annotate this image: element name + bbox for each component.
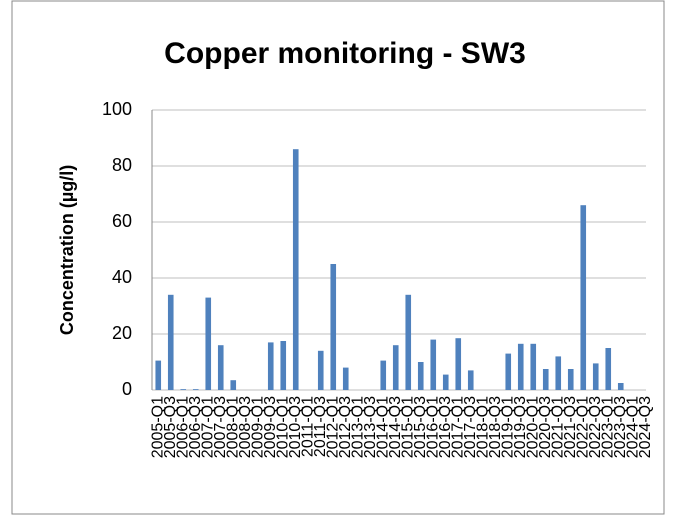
x-tick-label: 2013-Q3 (362, 396, 379, 458)
x-tick-label: 2006-Q3 (187, 396, 204, 458)
bar (317, 350, 324, 390)
y-tick-label: 100 (102, 99, 132, 119)
bar (417, 362, 424, 390)
y-tick-label: 0 (122, 379, 132, 399)
x-tick-label: 2020-Q3 (537, 396, 554, 458)
bar (617, 383, 624, 390)
x-tick-label: 2015-Q1 (399, 396, 416, 458)
bar (405, 294, 412, 390)
x-tick-label: 2018-Q1 (474, 396, 491, 458)
x-tick-label: 2017-Q1 (449, 396, 466, 458)
bar (230, 380, 237, 390)
x-tick-label: 2010-Q1 (274, 396, 291, 458)
x-tick-label: 2005-Q3 (162, 396, 179, 458)
x-tick-label: 2017-Q3 (462, 396, 479, 458)
x-tick-label: 2007-Q1 (199, 396, 216, 458)
bar (217, 345, 224, 390)
bar (505, 353, 512, 390)
bar (542, 369, 549, 390)
x-tick-label: 2023-Q3 (612, 396, 629, 458)
bar (167, 294, 174, 390)
chart-title: Copper monitoring - SW3 (164, 37, 526, 70)
x-tick-label: 2009-Q3 (262, 396, 279, 458)
x-tick-label: 2012-Q3 (337, 396, 354, 458)
x-tick-label: 2013-Q1 (349, 396, 366, 458)
x-tick-label: 2016-Q3 (437, 396, 454, 458)
x-tick-label: 2010-Q3 (287, 396, 304, 458)
x-tick-label: 2022-Q3 (587, 396, 604, 458)
bar (155, 360, 162, 390)
x-tick-label: 2023-Q1 (599, 396, 616, 458)
x-tick-label: 2014-Q1 (374, 396, 391, 458)
x-tick-label: 2008-Q3 (237, 396, 254, 458)
bar (455, 338, 462, 390)
y-tick-label: 60 (112, 211, 132, 231)
bar (442, 374, 449, 390)
x-tick-label: 2019-Q3 (512, 396, 529, 458)
bar (392, 345, 399, 390)
bar (180, 389, 187, 390)
x-tick-label: 2020-Q1 (524, 396, 541, 458)
bar (467, 370, 474, 390)
x-tick-label: 2016-Q1 (424, 396, 441, 458)
bar (530, 343, 537, 390)
bar (267, 342, 274, 390)
x-tick-label: 2021-Q3 (562, 396, 579, 458)
bar (605, 348, 612, 390)
y-tick-label: 20 (112, 323, 132, 343)
y-tick-label: 40 (112, 267, 132, 287)
bar (342, 367, 349, 390)
x-tick-label: 2006-Q1 (174, 396, 191, 458)
x-tick-label: 2005-Q1 (149, 396, 166, 458)
bar (192, 389, 199, 390)
bar (380, 360, 387, 390)
x-tick-label: 2015-Q3 (412, 396, 429, 458)
x-tick-label: 2021-Q1 (549, 396, 566, 458)
x-tick-label: 2019-Q1 (499, 396, 516, 458)
bar (580, 205, 587, 390)
x-tick-label: 2014-Q3 (387, 396, 404, 458)
chart-border (11, 0, 665, 515)
x-tick-label: 2022-Q1 (574, 396, 591, 458)
bar (205, 297, 212, 390)
x-tick-label: 2024-Q3 (637, 396, 654, 458)
x-tick-label: 2008-Q1 (224, 396, 241, 458)
x-tick-label: 2018-Q3 (487, 396, 504, 458)
x-tick-label: 2012-Q1 (324, 396, 341, 458)
bar (280, 341, 287, 390)
y-axis-label: Concentration (µg/l) (57, 165, 77, 335)
bar (555, 356, 562, 390)
x-tick-label: 2009-Q1 (249, 396, 266, 458)
bar (292, 149, 299, 390)
bar (592, 363, 599, 390)
bar (430, 339, 437, 390)
x-tick-label: 2011-Q1 (299, 396, 316, 457)
bar (567, 369, 574, 390)
y-tick-label: 80 (112, 155, 132, 175)
x-tick-label: 2011-Q3 (312, 396, 329, 457)
x-tick-label: 2024-Q1 (624, 396, 641, 458)
bar (517, 343, 524, 390)
x-tick-label: 2007-Q3 (212, 396, 229, 458)
bar (330, 264, 337, 390)
